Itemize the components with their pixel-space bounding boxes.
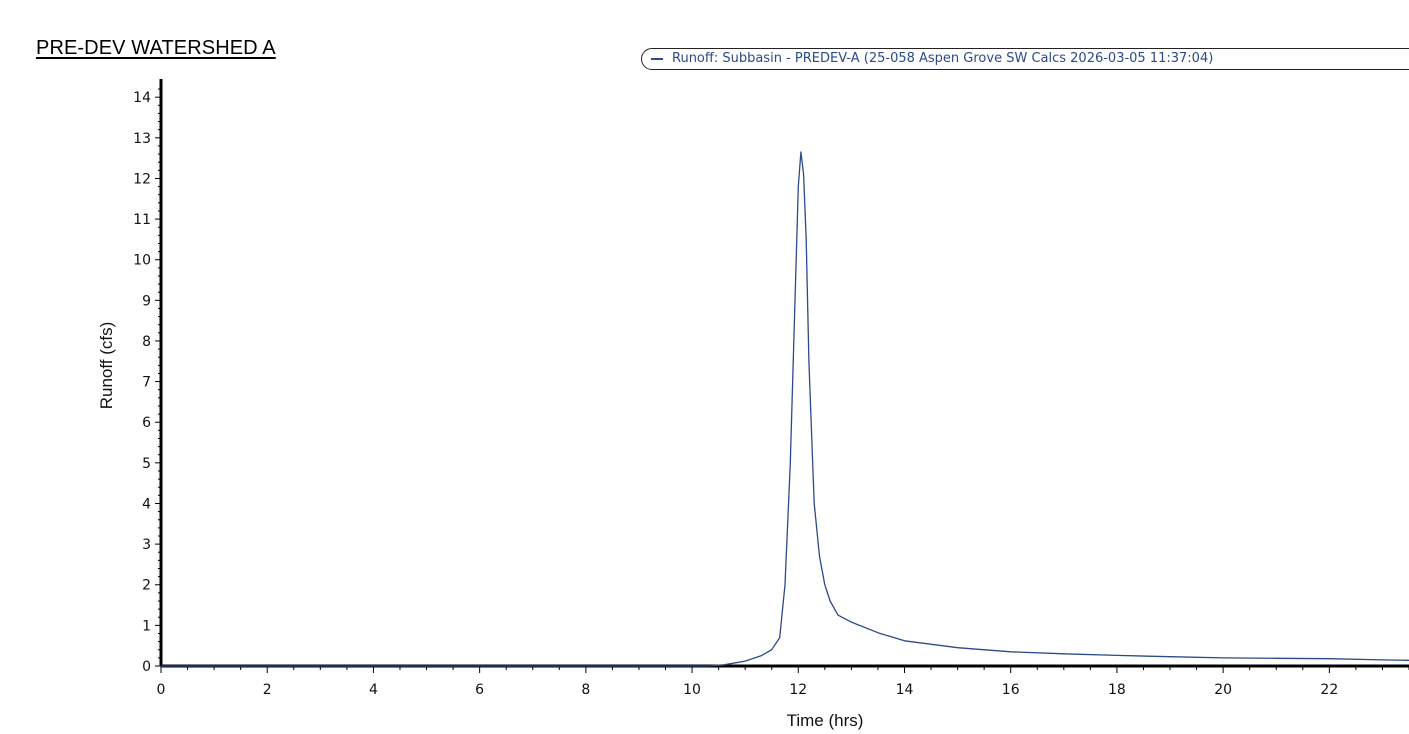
y-tick-label: 14 (133, 90, 151, 106)
x-tick-label: 12 (789, 682, 807, 698)
y-tick-label: 5 (142, 456, 151, 472)
x-tick-label: 4 (369, 682, 378, 698)
x-tick-label: 6 (475, 682, 484, 698)
y-tick-label: 4 (142, 496, 151, 512)
y-tick-label: 6 (142, 415, 151, 431)
y-tick-label: 8 (142, 334, 151, 350)
y-axis-title: Runoff (cfs) (97, 322, 116, 410)
y-tick-label: 0 (142, 659, 151, 675)
y-tick-label: 11 (133, 212, 151, 228)
y-tick-label: 10 (133, 253, 151, 269)
x-tick-label: 14 (896, 682, 914, 698)
x-tick-label: 0 (157, 682, 166, 698)
x-tick-label: 20 (1214, 682, 1232, 698)
y-tick-label: 1 (142, 618, 151, 634)
x-tick-label: 16 (1002, 682, 1020, 698)
x-tick-label: 2 (263, 682, 272, 698)
chart-legend: Runoff: Subbasin - PREDEV-A (25-058 Aspe… (641, 48, 1409, 70)
legend-series-label: Runoff: Subbasin - PREDEV-A (25-058 Aspe… (672, 51, 1214, 66)
x-axis-title: Time (hrs) (787, 711, 864, 730)
series-layer (161, 151, 1409, 667)
y-tick-label: 9 (142, 293, 151, 309)
x-tick-label: 22 (1320, 682, 1338, 698)
y-tick-label: 13 (133, 131, 151, 147)
y-tick-label: 12 (133, 171, 151, 187)
legend-series-swatch (651, 58, 663, 60)
x-tick-label: 8 (581, 682, 590, 698)
x-tick-label: 10 (683, 682, 701, 698)
series-line (161, 151, 1409, 667)
y-tick-label: 3 (142, 537, 151, 553)
y-tick-label: 2 (142, 578, 151, 594)
y-tick-label: 7 (142, 375, 151, 391)
x-axis: 0 2 4 6 8 10 12 14 16 18 20 22 (157, 664, 1409, 698)
x-tick-label: 18 (1108, 682, 1126, 698)
page-title: PRE-DEV WATERSHED A (36, 37, 276, 59)
